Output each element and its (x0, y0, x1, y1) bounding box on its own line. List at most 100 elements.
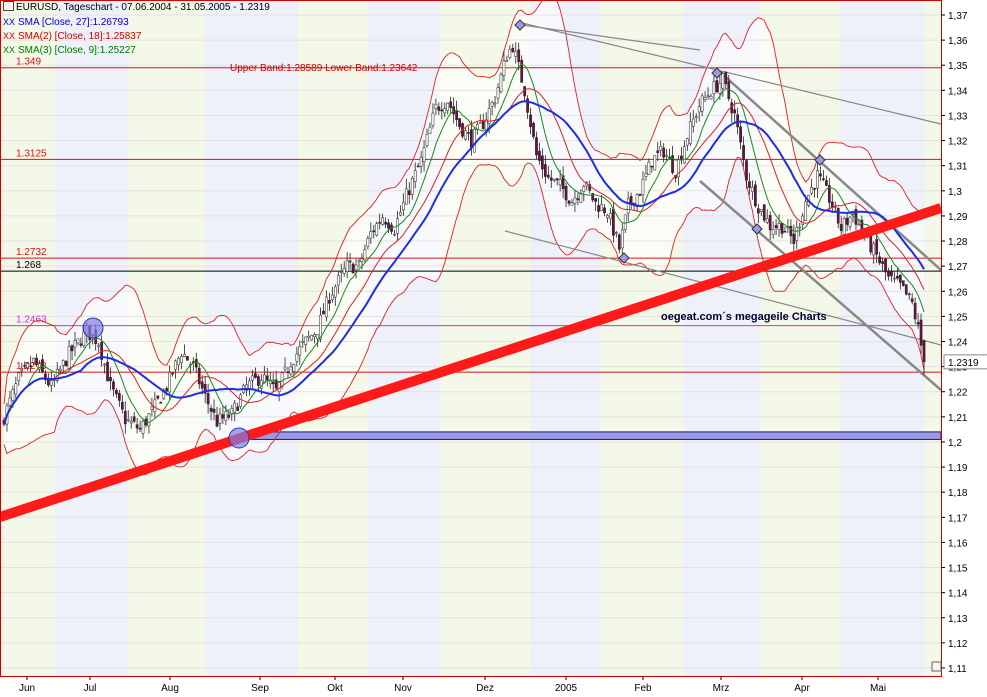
x-tick-label: Feb (634, 683, 652, 694)
x-tick-label: Jun (19, 683, 35, 694)
candle-body (620, 229, 624, 249)
y-tick-label: 1,24 (948, 337, 968, 348)
pivot-marker (228, 427, 250, 449)
resize-grip-icon (931, 661, 942, 672)
legend-sma27[interactable]: XX SMA [Close, 27]:1.26793 (3, 17, 129, 28)
candle-body (452, 106, 455, 115)
channel-lines (504, 21, 942, 391)
candle-body (875, 239, 879, 255)
candle-body (381, 217, 384, 225)
candle-body (612, 208, 615, 236)
candle-body (325, 296, 328, 318)
candle-body (70, 345, 74, 352)
candle-body (413, 170, 417, 182)
candle-body (41, 359, 44, 372)
x-tick-label: Dez (476, 683, 494, 694)
legend-sma18[interactable]: XX SMA(2) [Close, 18]:1.25837 (3, 31, 142, 42)
candle-body (156, 395, 160, 399)
candle-body (907, 293, 911, 296)
candle-body (614, 232, 618, 234)
y-tick-label: 1,16 (948, 538, 968, 549)
candle-body (783, 231, 787, 233)
month-band (368, 0, 440, 676)
candle-body (777, 223, 781, 230)
candle-body (742, 145, 745, 160)
candle-body (224, 411, 228, 421)
candle-body (919, 319, 923, 346)
candle-body (792, 233, 796, 244)
candle-body (307, 335, 311, 338)
y-tick-label: 1,18 (948, 488, 968, 499)
y-tick-label: 1,32 (948, 137, 968, 148)
candle-body (904, 284, 908, 295)
candle-body (535, 137, 538, 156)
candle-body (265, 375, 269, 381)
candle-body (135, 424, 139, 429)
candle-body (890, 271, 893, 277)
candle-body (345, 260, 349, 272)
y-tick-label: 1,26 (948, 287, 968, 298)
y-tick-label: 1,36 (948, 36, 968, 47)
candle-body (774, 225, 778, 229)
candle-body (129, 420, 133, 424)
candle-body (292, 364, 296, 372)
candle-body (8, 397, 12, 406)
candle-body (310, 335, 314, 341)
candle-body (848, 216, 852, 227)
candle-body (109, 377, 112, 382)
candle-body (322, 310, 325, 315)
candle-body (644, 172, 648, 178)
candle-body (20, 369, 24, 372)
x-tick-label: Jul (84, 683, 97, 694)
candle-body (470, 129, 473, 149)
y-tick-label: 1,17 (948, 513, 968, 524)
candle-body (721, 73, 725, 89)
y-tick-label: 1,13 (948, 614, 968, 625)
y-tick-label: 1,15 (948, 564, 968, 575)
candle-body (712, 81, 716, 95)
candle-body (715, 80, 719, 93)
last-price-box (943, 354, 987, 370)
candle-body (106, 361, 109, 382)
candle-body (745, 160, 748, 181)
legend-sma9[interactable]: XX SMA(3) [Close, 9]:1.25227 (3, 45, 136, 56)
pivot-marker (82, 317, 104, 339)
candle-body (378, 222, 382, 224)
candle-body (206, 393, 210, 405)
candle-body (212, 408, 216, 413)
candle-body (514, 51, 518, 57)
candle-body (67, 346, 71, 369)
candle-body (635, 194, 639, 208)
candle-body (295, 353, 299, 362)
candle-body (555, 178, 559, 181)
candle-body (609, 212, 612, 220)
candle-body (700, 95, 704, 112)
candle-body (177, 358, 180, 366)
candle-body (458, 118, 461, 128)
candle-body (245, 384, 248, 391)
candle-body (795, 227, 799, 241)
candle-body (641, 178, 645, 196)
y-tick-label: 1,12 (948, 639, 968, 650)
candle-body (280, 372, 284, 388)
candle-body (73, 340, 77, 348)
candle-body (319, 314, 322, 340)
candle-body (659, 146, 663, 151)
candle-body (523, 86, 526, 97)
candle-body (360, 258, 364, 263)
candle-body (174, 360, 177, 370)
candle-body (251, 375, 254, 381)
candle-body (922, 340, 926, 363)
candle-body (26, 363, 30, 368)
channel-line (719, 71, 942, 271)
candle-body (839, 224, 843, 231)
pivot-diamond-marker (514, 19, 526, 31)
candle-body (893, 277, 896, 280)
candle-body (29, 365, 32, 367)
candle-body (819, 173, 822, 177)
channel-line (517, 21, 942, 125)
candle-body (49, 380, 53, 386)
candle-body (147, 413, 151, 427)
y-tick-label: 1,11 (948, 664, 967, 675)
candle-body (331, 294, 334, 300)
